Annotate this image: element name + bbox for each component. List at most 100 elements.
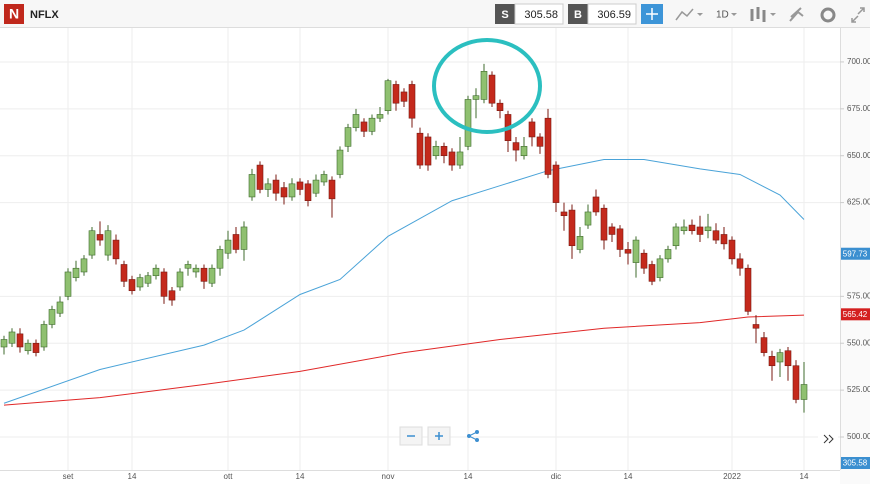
chart: 700.00 675.00 650.00 625.00 575.00 550.00 525.… [0, 28, 870, 484]
candle-body [64, 271, 72, 297]
candle-body [576, 236, 584, 250]
candle-body [176, 271, 184, 288]
candle-body [760, 337, 768, 353]
candle-body [424, 136, 432, 166]
candle-body [800, 384, 808, 400]
sell-label: S [501, 9, 508, 21]
candle-body [384, 80, 392, 111]
sell-button[interactable] [495, 4, 515, 24]
logo [4, 4, 24, 24]
price-badge-label: 597.73 [843, 249, 868, 258]
buy-label: B [574, 9, 582, 21]
candle-body [192, 267, 200, 273]
draw-button[interactable] [789, 7, 804, 22]
x-tick-label: set [63, 472, 74, 481]
settings-button[interactable] [820, 7, 836, 23]
sell-price-box [514, 3, 564, 25]
candle-body [16, 333, 24, 348]
candle-body [744, 267, 752, 312]
last-price: 305.58 [843, 459, 868, 468]
candle-body [696, 226, 704, 235]
candle-body [264, 183, 272, 190]
candle-body [544, 117, 552, 175]
candle-body [624, 249, 632, 254]
dropdown-arrow [731, 13, 737, 16]
candle-body [96, 234, 104, 241]
symbol: NFLX [30, 9, 59, 21]
candle-body [552, 164, 560, 203]
candle-body [520, 146, 528, 157]
candle-body [40, 324, 48, 348]
logo-letter: N [9, 6, 19, 22]
candle-body [440, 146, 448, 157]
y-tick-label: 625.00 [847, 198, 870, 207]
share-dot [467, 434, 471, 438]
candle-body [464, 99, 472, 147]
candle-body [416, 132, 424, 166]
candle-body [736, 258, 744, 269]
candle-body [472, 95, 480, 100]
candle-body [448, 151, 456, 166]
y-tick-label: 700.00 [847, 57, 870, 66]
share-button[interactable] [467, 430, 479, 442]
candle-body [224, 239, 232, 254]
candle-body [728, 239, 736, 260]
candle-body [256, 164, 264, 190]
x-tick-label: 14 [464, 472, 473, 481]
candle-body [752, 324, 760, 329]
buy-button[interactable] [568, 4, 588, 24]
candle-body [112, 239, 120, 260]
candle-body [280, 187, 288, 198]
indicator-button[interactable] [750, 7, 766, 22]
candle-body [120, 264, 128, 282]
candle-body [616, 228, 624, 250]
candle-body [680, 226, 688, 232]
scroll-end-icon [823, 434, 834, 444]
candle-body [784, 350, 792, 367]
dropdown-arrow [697, 13, 703, 16]
price-badge-label: 565.42 [843, 310, 868, 319]
candle-body [496, 102, 504, 111]
candle-body [656, 258, 664, 278]
candle-body [528, 121, 536, 138]
candle-body [136, 277, 144, 288]
candle-body [32, 342, 40, 353]
candle-body [480, 71, 488, 100]
highlight-circle [432, 38, 542, 134]
candle-body [128, 279, 136, 292]
candle-body [592, 196, 600, 213]
buy-price-box [587, 3, 637, 25]
candle-body [24, 342, 32, 352]
candle-body [56, 301, 64, 314]
candle-body [672, 226, 680, 247]
chart-type-button[interactable] [675, 8, 694, 21]
x-tick-label: 14 [624, 472, 633, 481]
interval[interactable]: 1D [716, 10, 729, 21]
candle-body [168, 290, 176, 301]
candle-body [80, 258, 88, 273]
fullscreen-button[interactable] [851, 7, 865, 23]
dropdown-arrow [770, 13, 776, 16]
candle-body [184, 264, 192, 269]
y-tick-label: 675.00 [847, 104, 870, 113]
candle-body [456, 151, 464, 166]
y-tick-label: 525.00 [847, 385, 870, 394]
x-tick-label: 14 [800, 472, 809, 481]
candle-body [232, 234, 240, 250]
share-dot [475, 438, 479, 442]
candle-body [608, 226, 616, 235]
candle-body [368, 117, 376, 132]
candle-body [392, 84, 400, 104]
candle-body [640, 252, 648, 269]
x-tick-label: 14 [296, 472, 305, 481]
candle-body [560, 211, 568, 217]
candle-body [272, 179, 280, 194]
candle-body [8, 331, 16, 344]
candle-body [432, 146, 440, 157]
candle-body [144, 275, 152, 284]
candle-body [336, 149, 344, 175]
toolbar-bg [0, 0, 870, 28]
candle-body [688, 224, 696, 232]
candle-body [720, 234, 728, 245]
